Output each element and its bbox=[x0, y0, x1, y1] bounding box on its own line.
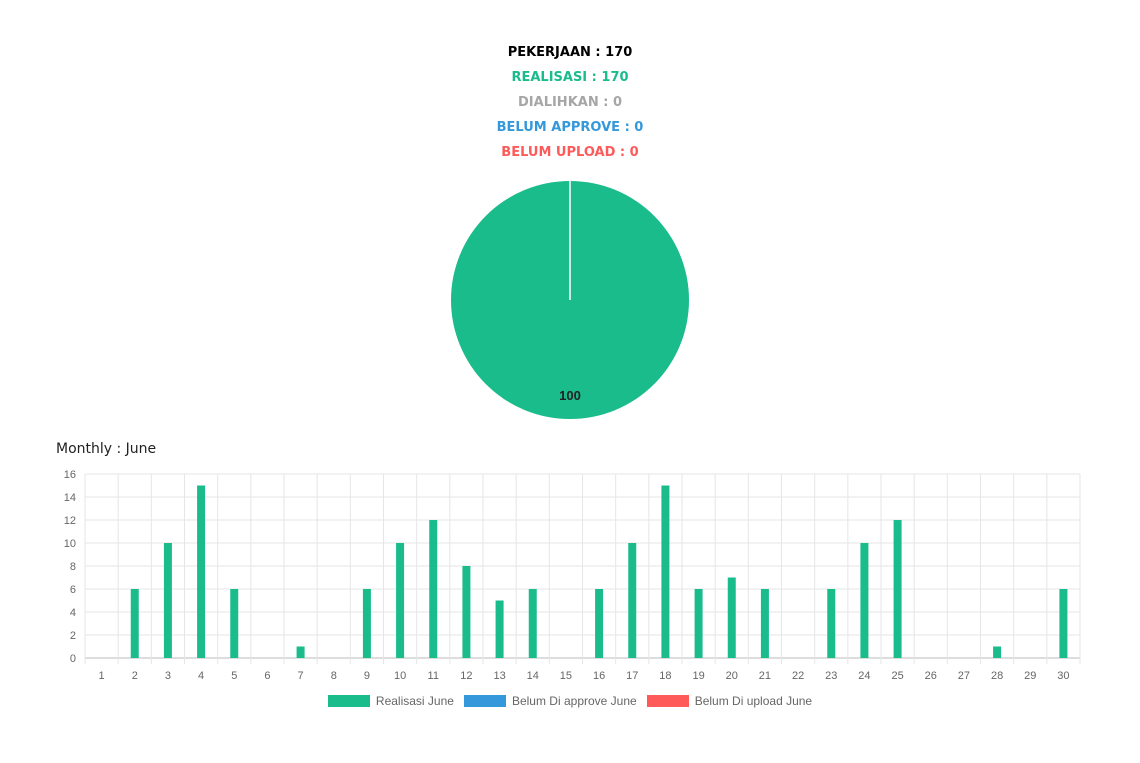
x-tick-label: 23 bbox=[825, 670, 837, 682]
monthly-title: Monthly : June bbox=[56, 441, 157, 457]
x-tick-label: 4 bbox=[198, 670, 204, 682]
legend-label-realisasi: Realisasi June bbox=[375, 694, 454, 708]
x-tick-label: 25 bbox=[891, 670, 903, 682]
y-tick-label: 12 bbox=[64, 515, 76, 527]
belum-approve-total: BELUM APPROVE : 0 bbox=[496, 120, 644, 135]
y-tick-label: 0 bbox=[70, 653, 76, 665]
y-tick-label: 14 bbox=[64, 492, 76, 504]
bar-realisasi-june[interactable] bbox=[429, 520, 438, 658]
x-tick-label: 27 bbox=[958, 670, 970, 682]
x-tick-label: 5 bbox=[231, 670, 237, 682]
x-tick-label: 30 bbox=[1057, 670, 1069, 682]
bar-realisasi-june[interactable] bbox=[296, 646, 305, 659]
legend-label-belum-approve: Belum Di approve June bbox=[511, 694, 637, 708]
x-tick-label: 6 bbox=[264, 670, 270, 682]
bar-realisasi-june[interactable] bbox=[130, 589, 139, 658]
x-tick-label: 16 bbox=[593, 670, 605, 682]
legend-item-belum-upload[interactable]: Belum Di upload June bbox=[646, 694, 813, 708]
summary-block: PEKERJAAN : 170 REALISASI : 170 DIALIHKA… bbox=[0, 40, 1140, 165]
legend-swatch-belum-upload bbox=[646, 695, 689, 707]
bar-realisasi-june[interactable] bbox=[163, 543, 172, 658]
bar-realisasi-june[interactable] bbox=[495, 600, 504, 659]
realisasi-total: REALISASI : 170 bbox=[511, 70, 629, 85]
x-tick-label: 2 bbox=[132, 670, 138, 682]
bar-realisasi-june[interactable] bbox=[230, 589, 239, 658]
bar-realisasi-june[interactable] bbox=[628, 543, 637, 658]
legend-swatch-belum-approve bbox=[463, 695, 506, 707]
dialihkan-total: DIALIHKAN : 0 bbox=[518, 95, 622, 110]
x-tick-label: 15 bbox=[560, 670, 572, 682]
x-tick-label: 9 bbox=[364, 670, 370, 682]
legend-label-belum-upload: Belum Di upload June bbox=[694, 694, 813, 708]
x-tick-label: 26 bbox=[925, 670, 937, 682]
legend-swatch-realisasi bbox=[327, 695, 370, 707]
y-tick-label: 2 bbox=[70, 630, 76, 642]
legend-item-realisasi[interactable]: Realisasi June bbox=[327, 694, 454, 708]
bar-realisasi-june[interactable] bbox=[396, 543, 405, 658]
chart-legend: Realisasi June Belum Di approve June Bel… bbox=[0, 694, 1140, 708]
x-tick-label: 12 bbox=[460, 670, 472, 682]
belum-upload-total: BELUM UPLOAD : 0 bbox=[501, 145, 639, 160]
x-tick-label: 21 bbox=[759, 670, 771, 682]
bar-realisasi-june[interactable] bbox=[462, 566, 471, 658]
y-tick-label: 8 bbox=[70, 561, 76, 573]
x-tick-label: 14 bbox=[527, 670, 539, 682]
bar-realisasi-june[interactable] bbox=[197, 485, 206, 659]
x-tick-label: 18 bbox=[659, 670, 671, 682]
bar-realisasi-june[interactable] bbox=[595, 589, 604, 658]
x-tick-label: 11 bbox=[428, 670, 439, 682]
x-tick-label: 20 bbox=[726, 670, 738, 682]
bar-realisasi-june[interactable] bbox=[528, 589, 537, 658]
bar-realisasi-june[interactable] bbox=[860, 543, 869, 658]
bar-realisasi-june[interactable] bbox=[760, 589, 769, 658]
bar-realisasi-june[interactable] bbox=[893, 520, 902, 658]
pie-data-label: 100 bbox=[559, 388, 581, 403]
x-tick-label: 17 bbox=[626, 670, 638, 682]
y-tick-label: 4 bbox=[70, 607, 76, 619]
y-tick-label: 16 bbox=[64, 469, 76, 481]
bar-realisasi-june[interactable] bbox=[661, 485, 670, 659]
y-tick-label: 10 bbox=[64, 538, 76, 550]
x-tick-label: 24 bbox=[858, 670, 870, 682]
x-tick-label: 29 bbox=[1024, 670, 1036, 682]
pie-chart[interactable]: 100 bbox=[440, 170, 700, 430]
x-tick-label: 10 bbox=[394, 670, 406, 682]
bar-realisasi-june[interactable] bbox=[827, 589, 836, 658]
x-tick-label: 1 bbox=[99, 670, 105, 682]
x-tick-label: 19 bbox=[692, 670, 704, 682]
bar-realisasi-june[interactable] bbox=[694, 589, 703, 658]
x-tick-label: 3 bbox=[165, 670, 171, 682]
x-tick-label: 13 bbox=[493, 670, 505, 682]
x-tick-label: 7 bbox=[298, 670, 304, 682]
pekerjaan-total: PEKERJAAN : 170 bbox=[507, 45, 633, 60]
bar-realisasi-june[interactable] bbox=[993, 646, 1002, 659]
y-tick-label: 6 bbox=[70, 584, 76, 596]
x-tick-label: 22 bbox=[792, 670, 804, 682]
bar-realisasi-june[interactable] bbox=[1059, 589, 1068, 658]
bar-realisasi-june[interactable] bbox=[362, 589, 371, 658]
bar-realisasi-june[interactable] bbox=[727, 577, 736, 659]
legend-item-belum-approve[interactable]: Belum Di approve June bbox=[463, 694, 637, 708]
x-tick-label: 8 bbox=[331, 670, 337, 682]
x-tick-label: 28 bbox=[991, 670, 1003, 682]
